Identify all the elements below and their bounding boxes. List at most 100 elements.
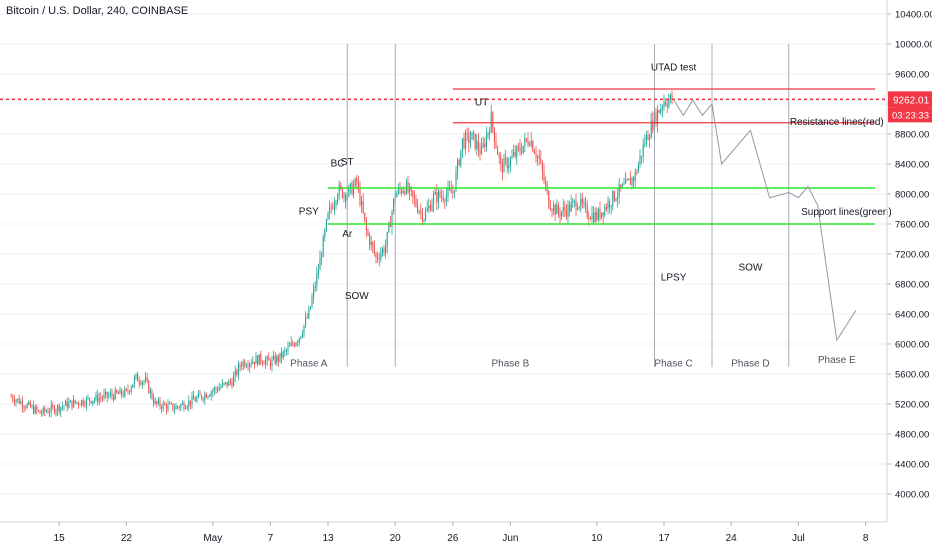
candle-body — [260, 354, 262, 362]
candle-body — [577, 208, 579, 210]
candle-body — [258, 354, 260, 365]
candle-body — [548, 190, 550, 208]
candle-body — [375, 253, 377, 257]
annotation-ut: UT — [475, 98, 488, 109]
candle-body — [57, 405, 59, 411]
candle-body — [149, 390, 151, 394]
candle-body — [289, 345, 291, 347]
candle-body — [413, 196, 415, 199]
candle-body — [58, 405, 60, 412]
countdown-badge — [888, 107, 932, 123]
symbol-title: Bitcoin / U.S. Dollar, 240, COINBASE — [6, 5, 189, 17]
candle-body — [428, 205, 430, 209]
candle-body — [604, 206, 606, 216]
candle-body — [308, 309, 310, 318]
candle-body — [226, 381, 228, 386]
candle-body — [153, 398, 155, 404]
candle-body — [421, 211, 423, 221]
candle-body — [12, 396, 14, 400]
candle-body — [73, 399, 75, 408]
candle-body — [154, 401, 156, 404]
candle-body — [65, 401, 67, 406]
candle-body — [452, 192, 454, 194]
candle-body — [172, 403, 174, 410]
candle-body — [617, 195, 619, 200]
price-tick-label: 9600.00 — [895, 70, 929, 81]
candle-body — [29, 402, 31, 408]
candle-body — [167, 404, 169, 410]
candle-body — [401, 189, 403, 193]
annotation-phase-c: Phase C — [654, 359, 692, 370]
candle-body — [277, 356, 279, 361]
candle-body — [650, 120, 652, 138]
candle-body — [111, 393, 113, 396]
candle-body — [613, 191, 615, 201]
candle-body — [586, 204, 588, 218]
candle-body — [66, 401, 68, 408]
candle-body — [276, 356, 278, 364]
candle-body — [164, 403, 166, 405]
price-tick-label: 8000.00 — [895, 190, 929, 201]
annotation-lpsy: LPSY — [661, 272, 687, 283]
candle-body — [194, 399, 196, 402]
candle-body — [141, 381, 143, 385]
candle-body — [162, 403, 164, 409]
candle-body — [113, 395, 115, 400]
candle-body — [349, 183, 351, 187]
candle-body — [522, 145, 524, 153]
candle-body — [252, 361, 254, 364]
candle-body — [287, 346, 289, 351]
candle-body — [69, 400, 71, 403]
candle-body — [541, 162, 543, 172]
time-tick-label: 24 — [726, 533, 738, 544]
candle-body — [188, 400, 190, 407]
candle-body — [79, 404, 81, 406]
candle-body — [589, 218, 591, 220]
candle-body — [263, 363, 265, 365]
candle-body — [647, 134, 649, 141]
candle-body — [665, 101, 667, 105]
candle-body — [119, 389, 121, 394]
candle-body — [175, 406, 177, 410]
candle-body — [567, 204, 569, 217]
candle-body — [463, 138, 465, 148]
candle-body — [602, 212, 604, 216]
candle-body — [629, 178, 631, 185]
candle-body — [601, 212, 603, 218]
candle-body — [343, 194, 345, 198]
candle-body — [514, 152, 516, 157]
candle-body — [76, 402, 78, 404]
candle-body — [292, 342, 294, 345]
candle-body — [244, 361, 246, 367]
candle-body — [209, 395, 211, 397]
candle-body — [556, 204, 558, 215]
time-tick-label: 13 — [322, 533, 334, 544]
candle-body — [68, 402, 70, 408]
candle-body — [649, 137, 651, 141]
candle-body — [223, 383, 225, 384]
candle-body — [55, 410, 57, 413]
candle-body — [431, 204, 433, 211]
candle-body — [402, 191, 404, 193]
candle-body — [578, 207, 580, 209]
candle-body — [317, 270, 319, 274]
time-tick-label: 10 — [591, 533, 603, 544]
candle-body — [204, 394, 206, 400]
candle-body — [391, 211, 393, 227]
candle-body — [221, 383, 223, 387]
candle-body — [247, 366, 249, 367]
candle-body — [210, 392, 212, 396]
candle-body — [305, 317, 307, 326]
candle-body — [631, 177, 633, 185]
candle-body — [281, 352, 283, 358]
candle-body — [513, 152, 515, 156]
candle-body — [615, 199, 617, 201]
candle-body — [351, 183, 353, 195]
candle-body — [34, 406, 36, 414]
candle-body — [519, 146, 521, 152]
candle-body — [559, 213, 561, 217]
time-tick-label: May — [203, 533, 222, 544]
candle-body — [105, 391, 107, 395]
